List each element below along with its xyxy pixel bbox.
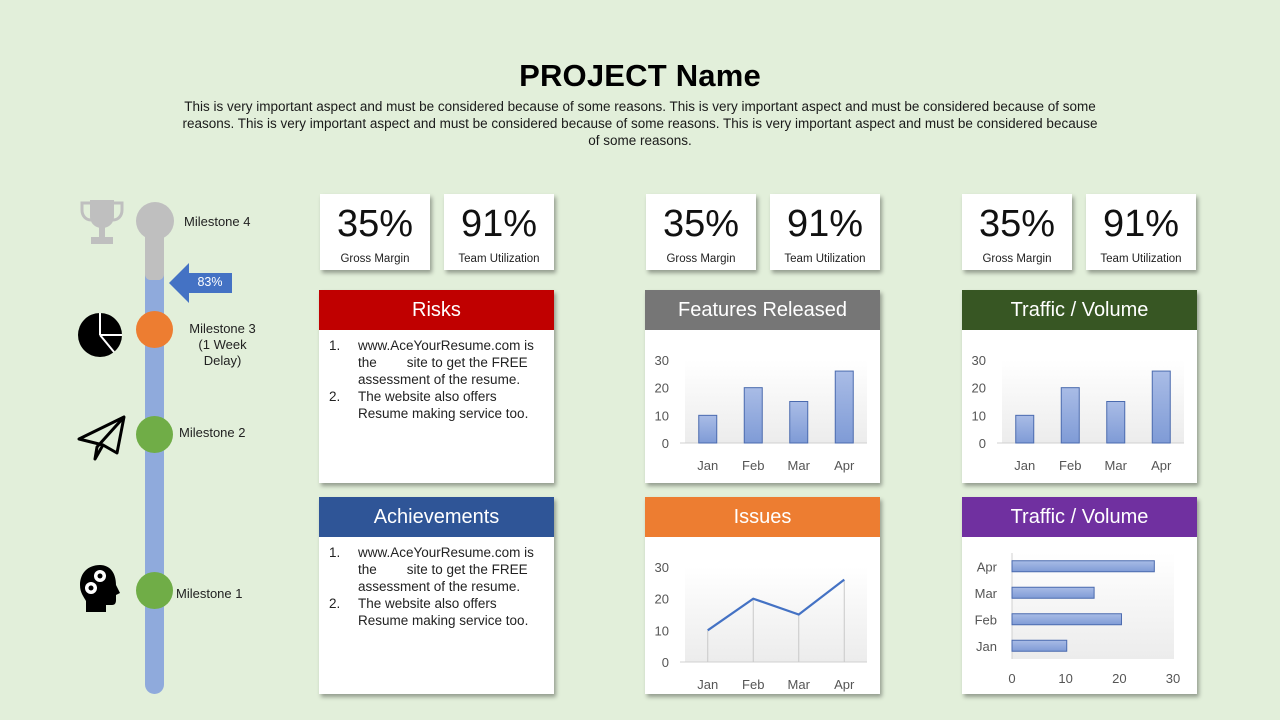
kpi-value: 35% (336, 203, 414, 245)
risks-panel: Risks 1. www.AceYourResume.com is the sit… (319, 290, 554, 483)
svg-text:Jan: Jan (697, 458, 718, 473)
features-released-panel: Features Released 0 10 20 30 Jan Feb Mar Apr (645, 290, 880, 483)
svg-text:20: 20 (972, 381, 986, 396)
svg-text:Mar: Mar (788, 677, 811, 692)
svg-text:30: 30 (655, 353, 669, 368)
svg-text:30: 30 (972, 353, 986, 368)
issues-line-chart: 0 10 20 30 Jan Feb Mar Apr (655, 560, 867, 692)
svg-text:Apr: Apr (834, 458, 855, 473)
svg-text:Feb: Feb (975, 612, 997, 627)
features-header: Features Released (645, 290, 880, 330)
kpi-team-utilization: 91% Team Utilization (444, 194, 554, 270)
timeline-end-cap (136, 202, 174, 240)
kpi-gross-margin: 35% Gross Margin (646, 194, 756, 270)
svg-text:Feb: Feb (742, 677, 764, 692)
milestone-1-label: Milestone 1 (176, 586, 243, 601)
traffic-header: Traffic / Volume (962, 290, 1197, 330)
kpi-team-utilization: 91% Team Utilization (1086, 194, 1196, 270)
svg-text:Mar: Mar (788, 458, 811, 473)
svg-text:0: 0 (662, 436, 669, 451)
svg-text:10: 10 (972, 408, 986, 423)
milestone-3-label: Milestone 3 (1 Week Delay) (189, 321, 256, 368)
svg-text:Apr: Apr (977, 559, 998, 574)
paper-plane-icon (77, 415, 126, 461)
svg-text:Apr: Apr (1151, 458, 1172, 473)
trophy-icon (80, 200, 124, 244)
achievements-list: 1. www.AceYourResume.com is the site to g… (319, 537, 554, 629)
kpi-label: Team Utilization (1100, 253, 1182, 265)
achievements-panel: Achievements 1. www.AceYourResume.com is … (319, 497, 554, 694)
svg-text:Jan: Jan (1014, 458, 1035, 473)
svg-text:10: 10 (655, 408, 669, 423)
head-gears-icon (80, 565, 120, 612)
progress-arrow-icon (169, 263, 232, 303)
svg-text:Jan: Jan (697, 677, 718, 692)
list-item: 2. The website also offers Resume making … (329, 596, 529, 628)
kpi-value: 91% (786, 203, 864, 245)
traffic-bar-header: Traffic / Volume (962, 497, 1197, 537)
traffic-column-chart: 0 10 20 30 Jan Feb Mar Apr (972, 353, 1184, 473)
svg-text:Apr: Apr (834, 677, 855, 692)
risks-header: Risks (319, 290, 554, 330)
list-item: 1. www.AceYourResume.com is the site to g… (329, 545, 538, 594)
kpi-value: 91% (460, 203, 538, 245)
svg-text:Feb: Feb (742, 458, 764, 473)
page-subtitle: This is very important aspect and must b… (182, 99, 1098, 148)
features-bar-chart: 0 10 20 30 Jan Feb Mar Apr (655, 353, 867, 473)
kpi-label: Gross Margin (340, 253, 410, 265)
milestone-4-label: Milestone 4 (184, 214, 251, 229)
milestone-2-label: Milestone 2 (179, 425, 246, 440)
achievements-header: Achievements (319, 497, 554, 537)
svg-text:Mar: Mar (975, 586, 998, 601)
kpi-label: Team Utilization (458, 253, 540, 265)
kpi-label: Gross Margin (982, 253, 1052, 265)
svg-text:20: 20 (655, 592, 669, 607)
milestone-2-marker[interactable] (136, 416, 173, 453)
svg-text:20: 20 (1112, 671, 1126, 686)
list-item: 1. www.AceYourResume.com is the site to g… (329, 338, 538, 387)
svg-text:Feb: Feb (1059, 458, 1081, 473)
kpi-gross-margin: 35% Gross Margin (962, 194, 1072, 270)
progress-percent: 83% (197, 275, 223, 289)
svg-text:Jan: Jan (976, 639, 997, 654)
milestone-1-marker[interactable] (136, 572, 173, 609)
issues-header: Issues (645, 497, 880, 537)
svg-text:30: 30 (655, 560, 669, 575)
risks-list: 1. www.AceYourResume.com is the site to g… (319, 330, 554, 422)
kpi-team-utilization: 91% Team Utilization (770, 194, 880, 270)
kpi-label: Gross Margin (666, 253, 736, 265)
kpi-label: Team Utilization (784, 253, 866, 265)
traffic-volume-bar-panel: Traffic / Volume Jan Feb Mar Apr 0 10 20 30 (962, 497, 1197, 694)
kpi-gross-margin: 35% Gross Margin (320, 194, 430, 270)
page-title: PROJECT Name (519, 58, 761, 93)
svg-text:0: 0 (979, 436, 986, 451)
list-item: 2. The website also offers Resume making … (329, 389, 529, 421)
kpi-value: 35% (978, 203, 1056, 245)
svg-text:20: 20 (655, 381, 669, 396)
svg-text:0: 0 (1008, 671, 1015, 686)
traffic-volume-column-panel: Traffic / Volume 0 10 20 30 Jan Feb Mar Apr (962, 290, 1197, 483)
traffic-bar-chart: Jan Feb Mar Apr 0 10 20 30 (975, 553, 1180, 686)
svg-text:0: 0 (662, 655, 669, 670)
issues-panel: Issues 0 10 20 30 Jan Feb Mar Apr (645, 497, 880, 694)
svg-text:Mar: Mar (1105, 458, 1128, 473)
milestone-3-marker[interactable] (136, 311, 173, 348)
svg-text:30: 30 (1166, 671, 1180, 686)
svg-text:10: 10 (1058, 671, 1072, 686)
svg-text:10: 10 (655, 623, 669, 638)
kpi-value: 35% (662, 203, 740, 245)
pie-chart-icon (78, 313, 122, 357)
kpi-value: 91% (1102, 203, 1180, 245)
